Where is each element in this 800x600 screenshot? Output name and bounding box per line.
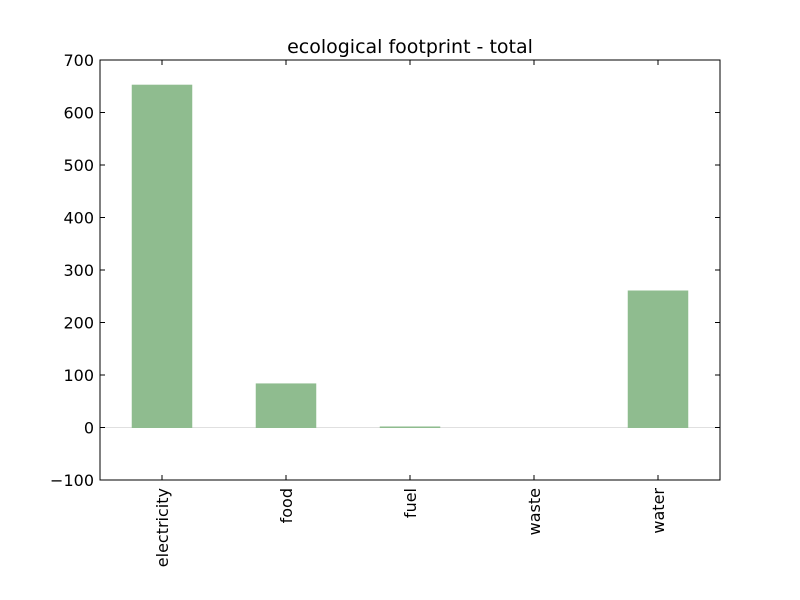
bar-fuel [379,426,441,429]
chart-title: ecological footprint - total [287,36,533,58]
x-tick-label-food: food [277,488,296,523]
y-tick-label: 100 [63,366,94,385]
y-tick-label: 0 [84,419,94,438]
y-tick-label: 500 [63,156,94,175]
y-tick-label: 600 [63,104,94,123]
y-tick-label: 200 [63,314,94,333]
y-tick-label: 700 [63,51,94,70]
plot-frame [99,59,721,481]
y-tick-label: −100 [50,471,94,490]
x-tick-label-waste: waste [525,488,544,535]
x-tick-label-water: water [649,488,668,534]
y-tick-label: 300 [63,261,94,280]
x-tick-label-electricity: electricity [153,488,172,567]
x-tick-label-fuel: fuel [401,488,420,518]
y-tick-label: 400 [63,209,94,228]
bar-food [255,383,317,428]
bar-electricity [131,84,193,428]
bar-water [627,290,689,428]
